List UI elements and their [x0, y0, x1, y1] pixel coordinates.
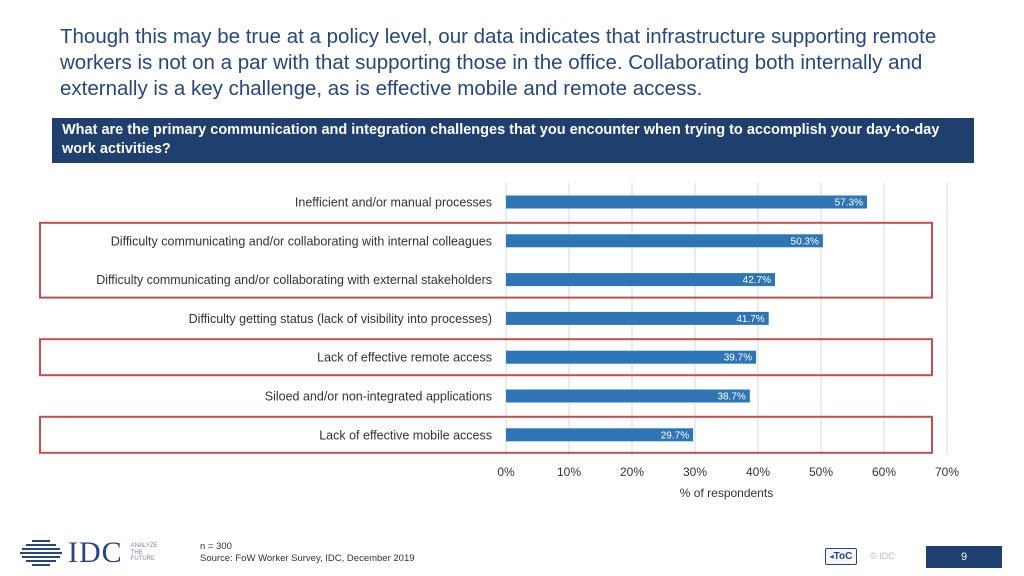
x-tick-label: 10% [557, 465, 581, 479]
value-label: 50.3% [791, 236, 819, 247]
value-label: 38.7% [717, 392, 745, 403]
category-label: Lack of effective remote access [317, 351, 492, 365]
bar [506, 350, 757, 364]
value-label: 29.7% [661, 430, 689, 441]
logo-tagline: ANALYZE THE FUTURE [130, 543, 158, 563]
value-label: 39.7% [724, 353, 752, 364]
highlight-box [39, 415, 933, 454]
category-label: Difficulty getting status (lack of visib… [189, 312, 492, 326]
question-banner: What are the primary communication and i… [52, 118, 974, 163]
x-tick-label: 50% [809, 465, 833, 479]
source-note: Source: FoW Worker Survey, IDC, December… [200, 553, 415, 564]
bar [506, 273, 776, 287]
copyright: © IDC [870, 551, 895, 561]
value-label: 57.3% [835, 198, 863, 209]
category-label: Lack of effective mobile access [319, 428, 492, 442]
logo-wordmark: IDC [68, 536, 123, 569]
category-label: Siloed and/or non-integrated application… [265, 390, 492, 404]
x-tick-label: 0% [497, 465, 515, 479]
bar [506, 311, 769, 325]
x-tick-label: 70% [935, 465, 959, 479]
footnote: n = 300 Source: FoW Worker Survey, IDC, … [200, 541, 415, 565]
x-tick-label: 40% [746, 465, 770, 479]
bar [506, 195, 867, 209]
category-label: Inefficient and/or manual processes [295, 196, 492, 210]
bar [506, 428, 694, 442]
x-tick-label: 20% [620, 465, 644, 479]
bar [506, 389, 750, 403]
highlight-box [39, 338, 933, 377]
page-number: 9 [926, 546, 1002, 568]
intro-text: Though this may be true at a policy leve… [60, 25, 937, 100]
category-label: Difficulty communicating and/or collabor… [96, 273, 492, 287]
toc-label: ToC [833, 551, 853, 562]
value-label: 41.7% [736, 314, 764, 325]
globe-icon [20, 540, 62, 566]
highlight-box [39, 221, 933, 299]
category-label: Difficulty communicating and/or collabor… [111, 234, 492, 248]
idc-logo: IDC ANALYZE THE FUTURE [18, 536, 171, 570]
back-arrow-icon: ◂ [829, 552, 834, 561]
x-tick-label: 30% [683, 465, 707, 479]
x-tick-label: 60% [872, 465, 896, 479]
sample-size: n = 300 [200, 541, 232, 552]
toc-button[interactable]: ◂ToC [825, 548, 857, 565]
bar [506, 234, 823, 248]
x-axis-title: % of respondents [680, 486, 773, 500]
value-label: 42.7% [743, 275, 771, 286]
